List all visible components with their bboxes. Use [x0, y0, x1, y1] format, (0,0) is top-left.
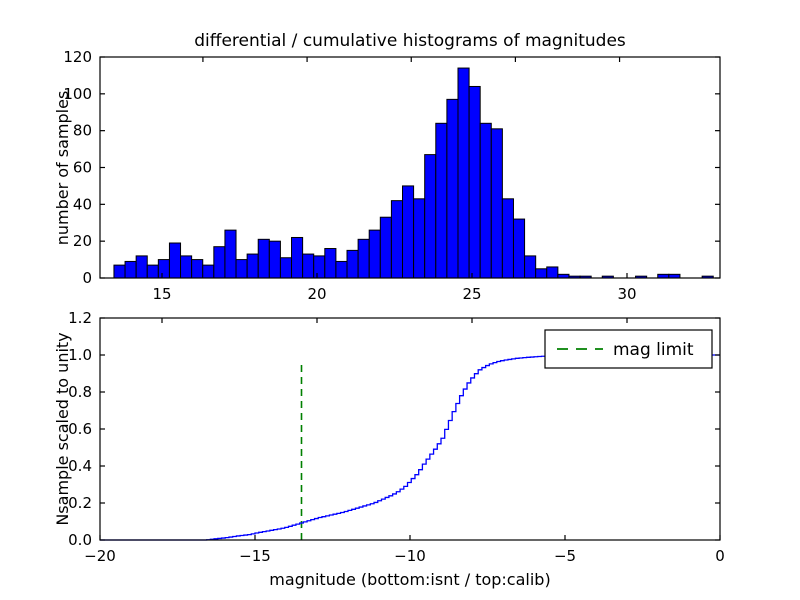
x-tick-label: −20 — [84, 547, 116, 565]
bottom-x-axis-label: magnitude (bottom:isnt / top:calib) — [269, 570, 550, 589]
y-tick-label: 0.2 — [68, 494, 92, 512]
x-tick-label: 15 — [152, 285, 171, 303]
top-y-axis-label: number of samples — [53, 91, 72, 246]
y-tick-label: 1.2 — [68, 309, 92, 327]
histogram-bar — [168, 242, 182, 279]
y-tick-label: 60 — [73, 159, 92, 177]
y-tick-label: 0.4 — [68, 457, 92, 475]
histogram-bar — [279, 257, 293, 279]
y-tick-label: 120 — [63, 48, 92, 66]
histogram-bar — [424, 154, 437, 279]
histogram-bar — [224, 229, 237, 279]
histogram-bar — [124, 260, 137, 279]
histogram-bar — [490, 128, 503, 279]
y-tick-label: 0.0 — [68, 531, 92, 549]
histogram-bar — [113, 264, 126, 279]
x-tick-label: −10 — [394, 547, 426, 565]
y-tick-label: 20 — [73, 232, 92, 250]
chart-title: differential / cumulative histograms of … — [194, 31, 626, 51]
histogram-bar — [535, 268, 548, 279]
histogram-bar — [546, 266, 559, 279]
histogram-bar — [157, 259, 170, 279]
histogram-bar — [457, 67, 470, 279]
x-tick-label: −5 — [554, 547, 576, 565]
histogram-bar — [379, 216, 392, 279]
histogram-bar — [313, 255, 326, 279]
cumulative-curve — [100, 354, 720, 541]
histogram-bar — [202, 264, 215, 279]
histogram-bar — [357, 238, 370, 279]
histogram-bar — [524, 255, 537, 279]
histogram-bar — [302, 253, 315, 279]
x-tick-label: 25 — [462, 285, 481, 303]
legend-label: mag limit — [613, 340, 694, 360]
y-tick-label: 1.0 — [68, 346, 92, 364]
y-tick-label: 80 — [73, 122, 92, 140]
histogram-bar — [435, 122, 448, 279]
legend-box — [544, 329, 713, 369]
histogram-bar — [180, 255, 193, 279]
histogram-bar — [324, 248, 337, 279]
histogram-bar — [468, 85, 481, 279]
y-tick-label: 0 — [82, 269, 92, 287]
y-tick-label: 0.8 — [68, 383, 92, 401]
histogram-bar — [368, 229, 381, 279]
y-tick-label: 40 — [73, 195, 92, 213]
histogram-bar — [512, 218, 526, 279]
x-tick-label: 30 — [617, 285, 636, 303]
histogram-bar — [346, 249, 359, 279]
histogram-bar — [257, 238, 270, 279]
x-tick-label: 0 — [715, 547, 725, 565]
bottom-y-axis-label: Nsample scaled to unity — [53, 332, 72, 525]
histogram-bar — [235, 259, 248, 279]
y-tick-label: 100 — [63, 85, 92, 103]
x-tick-label: −15 — [239, 547, 271, 565]
histogram-bar — [479, 122, 492, 279]
histogram-bar — [446, 98, 459, 279]
histogram-bar — [402, 185, 415, 279]
legend: mag limit — [544, 329, 713, 369]
histogram-bar — [146, 264, 159, 279]
histogram-bar — [291, 236, 304, 279]
histogram-bar — [501, 198, 514, 279]
top-histogram-plot: 15 20 25 30 0 20 40 60 80 100 120 — [63, 48, 721, 303]
histogram-bar — [413, 198, 426, 279]
histogram-bar — [191, 259, 204, 279]
histogram-bar — [213, 246, 226, 279]
x-tick-label: 20 — [307, 285, 326, 303]
histogram-bar — [135, 255, 148, 279]
histogram-bar — [268, 240, 281, 279]
bottom-cumulative-plot: −20 −15 −10 −5 0 0.0 0.2 0.4 0.6 0.8 1.0 1.2 mag lim… — [68, 309, 725, 565]
y-tick-label: 0.6 — [68, 420, 92, 438]
histogram-bar — [246, 253, 259, 279]
histogram-bar — [390, 200, 403, 279]
histogram-bar — [335, 260, 348, 279]
